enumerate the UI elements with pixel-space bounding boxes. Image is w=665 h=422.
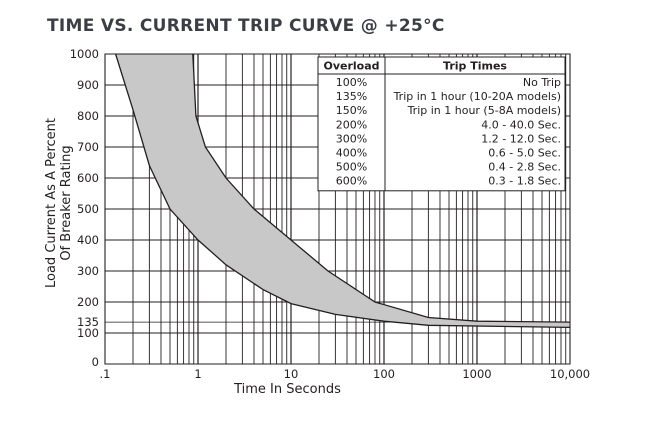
plot-frame bbox=[104, 53, 571, 365]
table-cell-overload: 100% bbox=[336, 76, 367, 89]
x-tick-label: .1 bbox=[100, 367, 111, 381]
y-tick-label: 900 bbox=[77, 78, 99, 92]
table-cell-trip-time: 4.0 - 40.0 Sec. bbox=[481, 118, 561, 131]
y-tick-label: 500 bbox=[77, 202, 99, 216]
x-axis-label: Time In Seconds bbox=[233, 382, 341, 397]
table-cell-overload: 135% bbox=[336, 90, 367, 103]
y-tick-label: 600 bbox=[77, 171, 99, 185]
trip-curve-maximum bbox=[192, 53, 571, 323]
table-cell-trip-time: 1.2 - 12.0 Sec. bbox=[481, 132, 561, 145]
table-cell-overload: 400% bbox=[336, 147, 367, 160]
table-cell-trip-time: 0.3 - 1.8 Sec. bbox=[488, 175, 561, 188]
y-axis-label-line: Of Breaker Rating bbox=[59, 145, 74, 260]
table-cell-trip-time: 0.6 - 5.0 Sec. bbox=[488, 147, 561, 160]
table-cell-overload: 600% bbox=[336, 175, 367, 188]
table-cell-trip-time: Trip in 1 hour (10-20A models) bbox=[393, 90, 561, 103]
chart-title: TIME VS. CURRENT TRIP CURVE @ +25°C bbox=[47, 16, 445, 36]
y-tick-label: 135 bbox=[77, 315, 99, 329]
table-cell-trip-time: 0.4 - 2.8 Sec. bbox=[488, 161, 561, 174]
table-frame bbox=[317, 56, 566, 192]
table-header-overload: Overload bbox=[323, 60, 379, 73]
y-axis-label-line: Load Current As A Percent bbox=[44, 118, 59, 288]
table-cell-trip-time: No Trip bbox=[523, 76, 561, 89]
y-tick-label: 1000 bbox=[70, 47, 99, 61]
x-tick-label: 1 bbox=[194, 367, 201, 381]
y-tick-label: 800 bbox=[77, 109, 99, 123]
x-tick-label: 100 bbox=[373, 367, 395, 381]
table-cell-trip-time: Trip in 1 hour (5-8A models) bbox=[407, 104, 561, 117]
table-cell-overload: 500% bbox=[336, 161, 367, 174]
trip-band-area bbox=[115, 54, 570, 328]
trip-curve-minimum bbox=[114, 53, 571, 329]
x-tick-label: 1000 bbox=[462, 367, 491, 381]
trip-curve-lines bbox=[114, 53, 571, 329]
y-tick-label: 700 bbox=[77, 140, 99, 154]
table-header-trip-times: Trip Times bbox=[443, 60, 507, 73]
y-tick-label: 400 bbox=[77, 233, 99, 247]
y-tick-label: 0 bbox=[92, 355, 99, 369]
table-cell-overload: 150% bbox=[336, 104, 367, 117]
y-tick-label: 200 bbox=[77, 295, 99, 309]
y-tick-label: 100 bbox=[77, 326, 99, 340]
table-cell-overload: 300% bbox=[336, 132, 367, 145]
y-axis-label: Load Current As A Percent Of Breaker Rati… bbox=[44, 118, 74, 288]
trip-times-table: Overload Trip Times 100% No Trip 135% Trip in… bbox=[317, 56, 566, 192]
x-tick-label: 10 bbox=[284, 367, 299, 381]
x-axis-ticks: .1 1 10 100 1000 10,000 bbox=[100, 367, 591, 381]
x-tick-label: 10,000 bbox=[550, 367, 590, 381]
table-cell-overload: 200% bbox=[336, 118, 367, 131]
y-tick-label: 300 bbox=[77, 264, 99, 278]
